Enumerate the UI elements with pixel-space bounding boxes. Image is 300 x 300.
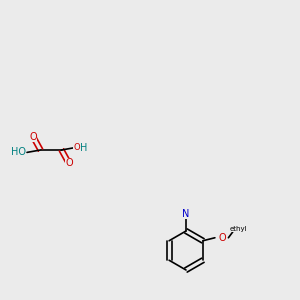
Text: ethyl: ethyl: [230, 226, 248, 232]
Text: N: N: [182, 209, 190, 219]
Text: O: O: [65, 158, 73, 169]
Text: H: H: [80, 142, 88, 153]
Text: HO: HO: [11, 147, 26, 158]
Text: O: O: [29, 131, 37, 142]
Text: O: O: [219, 233, 226, 243]
Text: O: O: [73, 143, 80, 152]
